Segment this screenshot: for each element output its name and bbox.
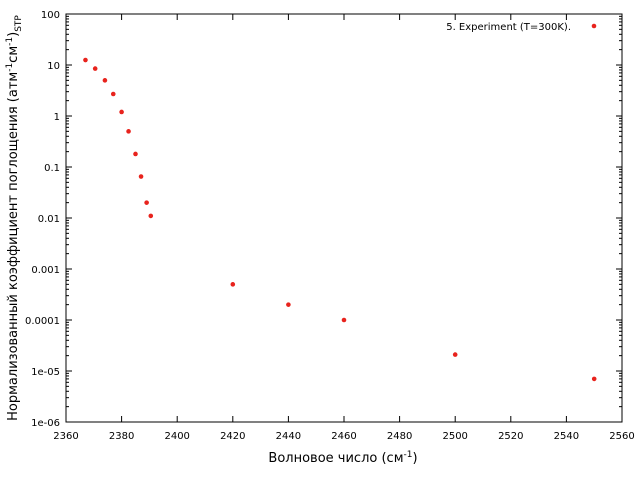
x-tick-label: 2540: [554, 431, 579, 442]
y-tick-label: 0.001: [31, 265, 60, 276]
y-axis-label-superscript-2: -1: [5, 37, 15, 46]
legend: 5. Experiment (T=300K).: [446, 22, 597, 33]
x-tick-label: 2360: [53, 431, 78, 442]
data-point: [83, 57, 88, 63]
x-tick-label: 2420: [220, 431, 245, 442]
y-axis-label-tail: ): [6, 32, 21, 37]
data-point: [138, 174, 144, 179]
x-tick-label: 2500: [442, 431, 467, 442]
data-point: [341, 317, 347, 323]
data-point: [230, 282, 236, 287]
x-axis-label-superscript: -1: [404, 450, 413, 460]
y-tick-label: 10: [47, 61, 60, 72]
data-point: [148, 213, 154, 219]
x-axis-ticks: 2360 2380 2400 2420 2440 2460 2480 2500 2520 2540…: [53, 14, 635, 442]
data-point: [144, 200, 149, 205]
y-tick-label: 0.1: [44, 163, 60, 174]
legend-marker: [591, 23, 597, 29]
y-axis-label-text: Нормализованный коэффициент поглощения (…: [6, 72, 21, 421]
y-tick-label: 0.01: [38, 214, 60, 225]
y-axis-label: Нормализованный коэффициент поглощения (…: [5, 15, 24, 421]
x-tick-label: 2440: [276, 431, 301, 442]
data-points: [83, 57, 597, 382]
x-tick-label: 2480: [387, 431, 412, 442]
x-tick-label: 2380: [109, 431, 134, 442]
x-tick-label: 2460: [331, 431, 356, 442]
x-axis-label-text: Волновое число (см: [268, 451, 403, 466]
x-tick-label: 2560: [609, 431, 634, 442]
y-tick-label: 1e-05: [31, 367, 60, 378]
data-point: [92, 66, 98, 71]
y-axis-label-mid: см: [6, 46, 21, 63]
data-point: [286, 302, 291, 307]
data-point: [126, 129, 131, 134]
y-tick-label: 100: [41, 10, 60, 21]
data-point: [452, 352, 458, 357]
y-tick-label: 1e-06: [31, 418, 60, 429]
x-axis-label-tail: ): [412, 451, 417, 466]
plot-area-frame: [65, 13, 623, 423]
y-axis-label-subscript: STP: [14, 15, 24, 32]
x-axis-label: Волновое число (см-1): [268, 450, 417, 466]
legend-label: 5. Experiment (T=300K).: [446, 22, 571, 33]
data-point: [591, 376, 597, 382]
data-point: [133, 151, 138, 157]
y-axis-ticks: 1e-06 1e-05 0.0001 0.001 0.01 0.1 1 10 100: [25, 10, 622, 429]
data-point: [119, 109, 124, 115]
y-tick-label: 0.0001: [25, 316, 60, 327]
x-tick-label: 2520: [498, 431, 523, 442]
data-point: [110, 91, 116, 97]
data-point: [102, 78, 108, 83]
y-tick-label: 1: [54, 112, 60, 123]
x-tick-label: 2400: [164, 431, 189, 442]
y-axis-label-superscript-1: -1: [5, 63, 15, 72]
